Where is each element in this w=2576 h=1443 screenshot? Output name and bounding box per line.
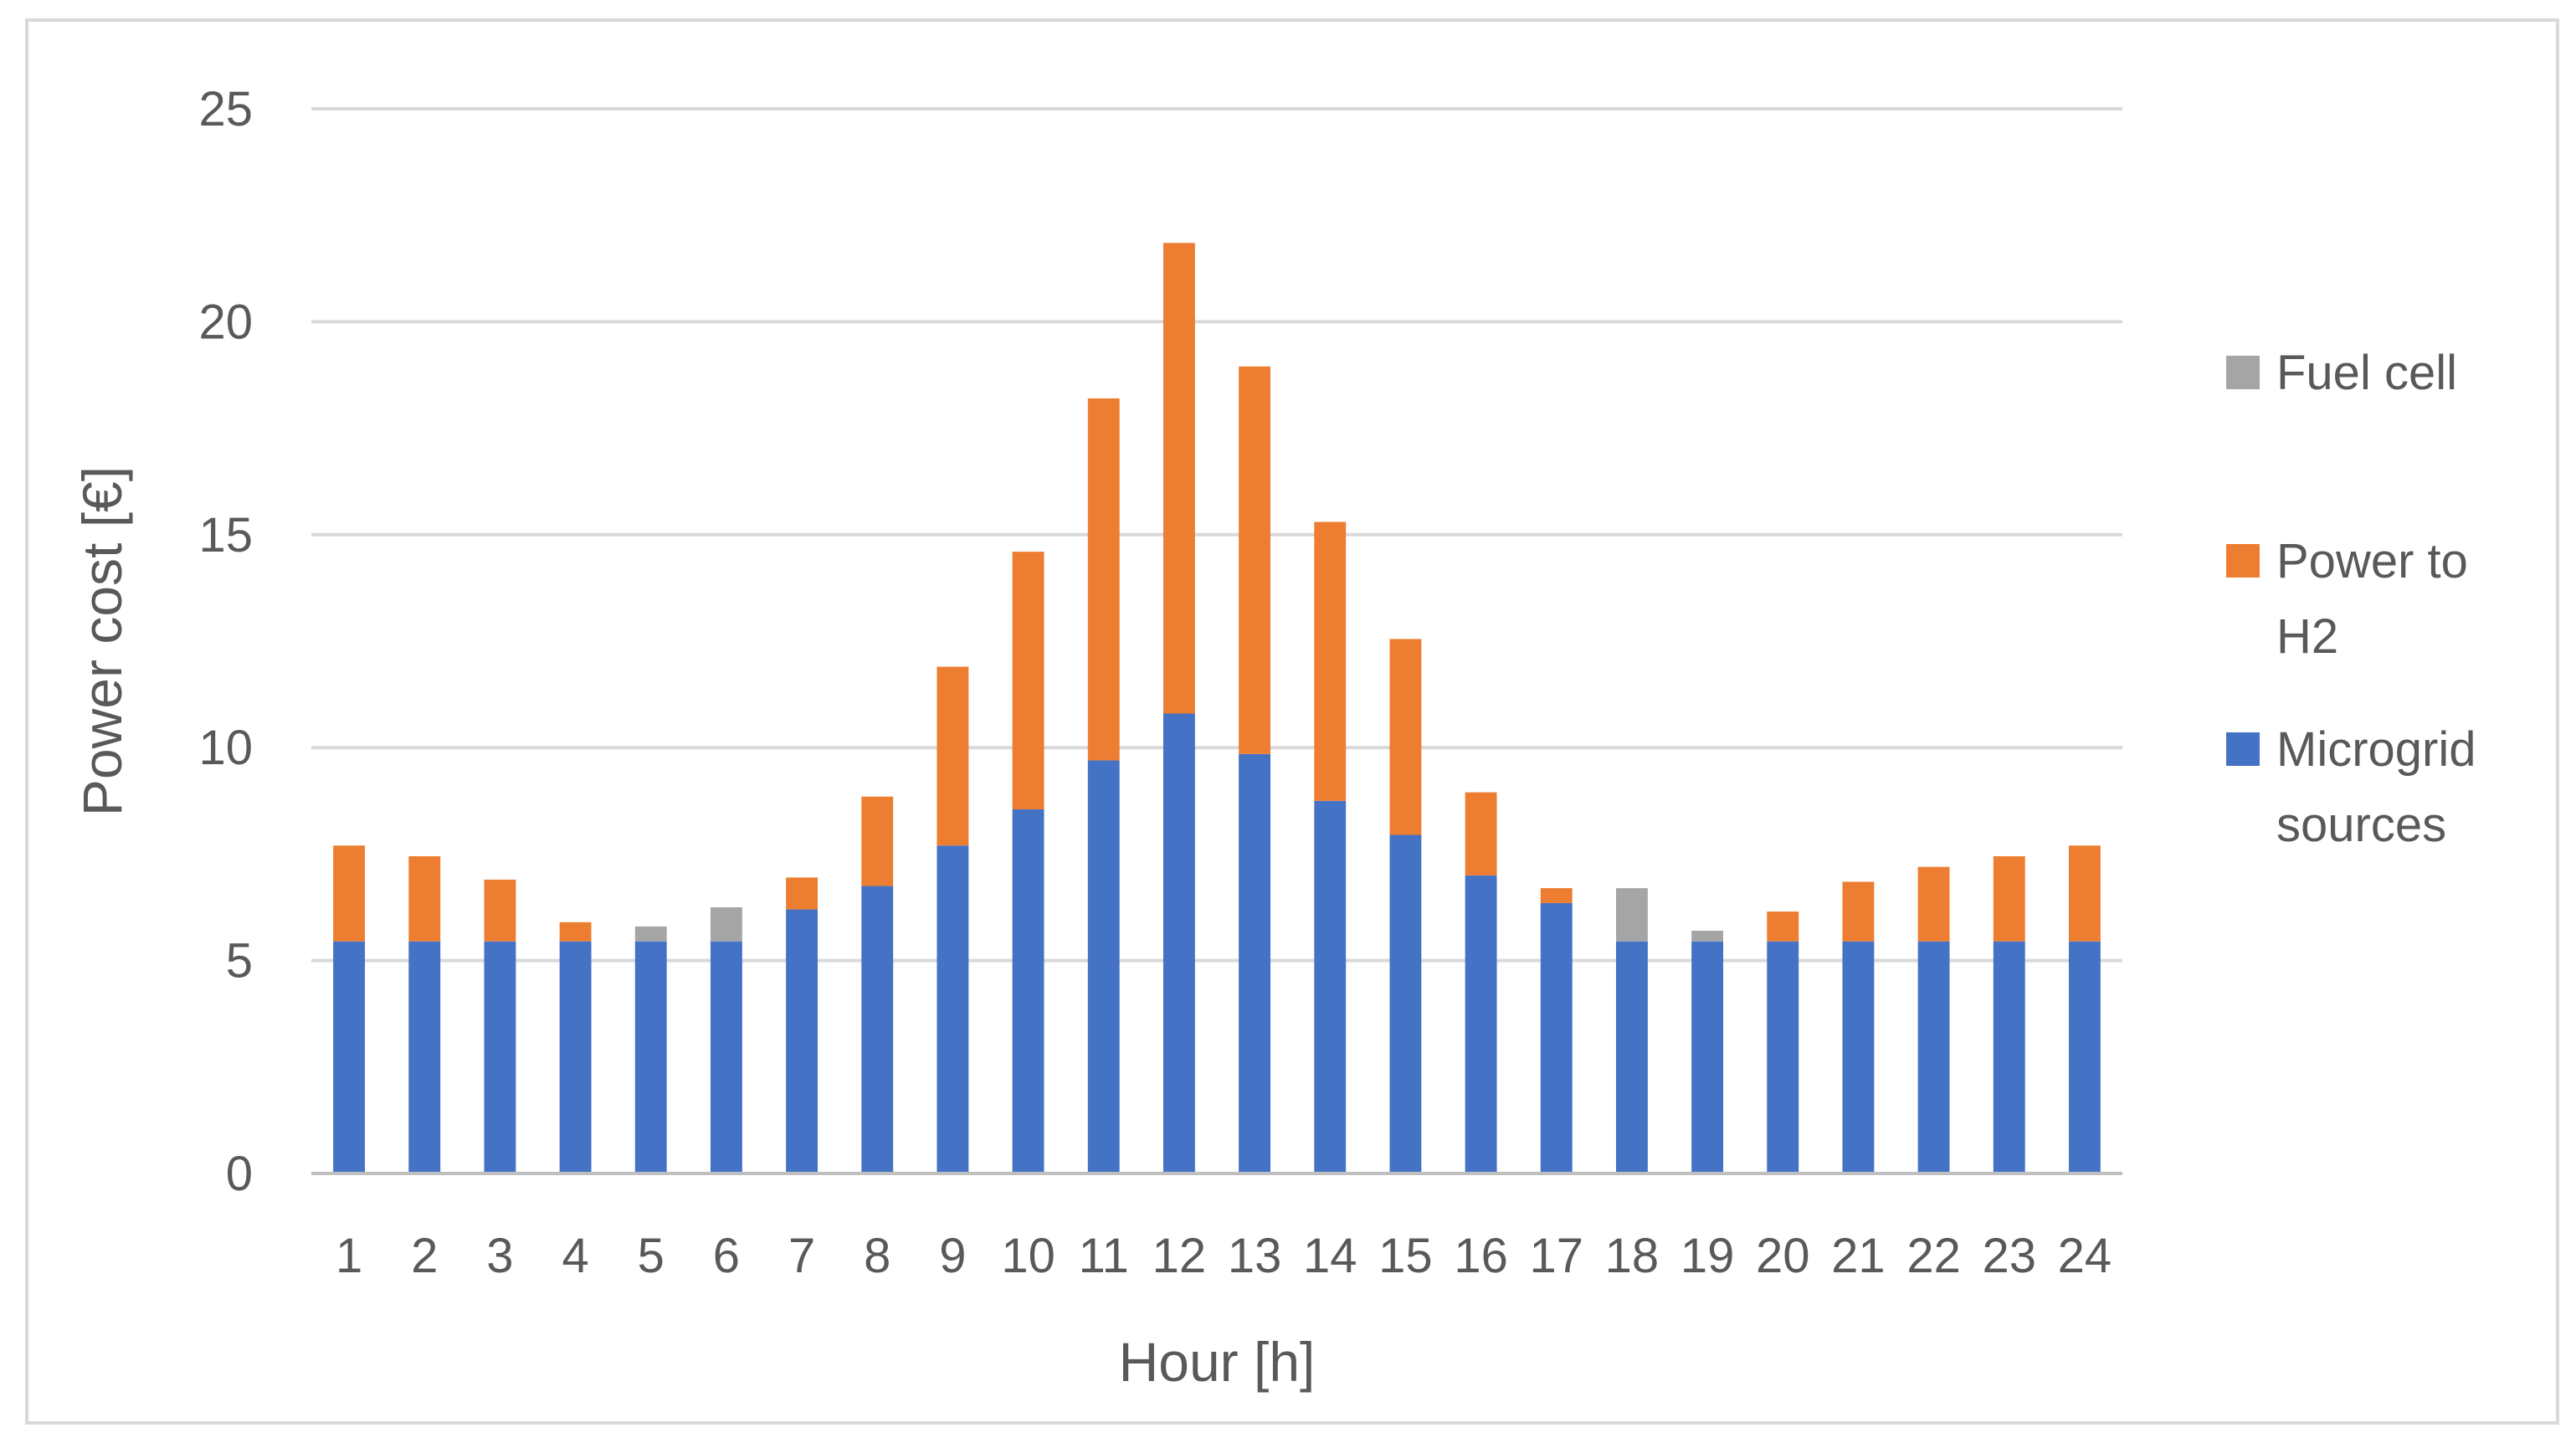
chart-border: [25, 18, 2559, 1425]
bar-segment-microgrid-sources-14: [1314, 800, 1347, 1173]
bar-segment-power-to-h2-12: [1162, 243, 1195, 714]
bar-segment-microgrid-sources-16: [1465, 875, 1497, 1173]
x-tick-label: 14: [1303, 1229, 1357, 1283]
bar-segment-power-to-h2-9: [936, 666, 969, 846]
bar-segment-power-to-h2-20: [1767, 912, 1799, 942]
bar-segment-fuel-cell-19: [1691, 930, 1724, 942]
bar-segment-microgrid-sources-18: [1615, 941, 1648, 1173]
legend-swatch-fuel-cell: [2226, 356, 2260, 389]
bar-segment-microgrid-sources-8: [861, 886, 894, 1173]
y-tick-label: 20: [198, 295, 253, 349]
x-tick-label: 13: [1228, 1229, 1282, 1283]
x-tick-label: 18: [1605, 1229, 1660, 1283]
y-tick-label: 5: [226, 934, 253, 989]
bar-segment-microgrid-sources-9: [936, 845, 969, 1173]
gridlines: [311, 107, 2122, 963]
bar-segment-microgrid-sources-22: [1917, 941, 1950, 1173]
x-tick-label: 21: [1831, 1229, 1886, 1283]
legend-label: sources: [2276, 798, 2446, 852]
bar-segment-microgrid-sources-21: [1842, 941, 1875, 1173]
bar-segment-microgrid-sources-10: [1012, 809, 1044, 1173]
x-axis-ticks: 1 2 3 4 5 6 7 8 9 10 11 12 13 14 15 16 17 18 19 20 21 22 23 24: [336, 1229, 2112, 1283]
bar-segment-power-to-h2-21: [1842, 881, 1875, 942]
x-tick-label: 4: [562, 1229, 588, 1283]
bar-segment-microgrid-sources-1: [333, 941, 366, 1173]
x-tick-label: 6: [713, 1229, 740, 1283]
bar-segment-microgrid-sources-12: [1162, 713, 1195, 1173]
legend-label: Fuel cell: [2276, 346, 2457, 400]
bar-segment-power-to-h2-4: [559, 922, 592, 942]
bar-segment-microgrid-sources-4: [559, 941, 592, 1173]
x-tick-label: 1: [336, 1229, 362, 1283]
bar-segment-microgrid-sources-24: [2068, 941, 2101, 1173]
x-tick-label: 2: [411, 1229, 438, 1283]
bar-segment-power-to-h2-1: [333, 845, 366, 942]
x-axis-title: Hour [h]: [1119, 1331, 1316, 1393]
x-tick-label: 19: [1681, 1229, 1735, 1283]
bar-segment-power-to-h2-3: [484, 879, 516, 942]
bar-segment-microgrid-sources-5: [634, 941, 667, 1173]
legend-label: H2: [2276, 609, 2338, 664]
x-tick-label: 17: [1529, 1229, 1583, 1283]
y-tick-label: 25: [198, 82, 253, 136]
bar-segment-fuel-cell-5: [634, 926, 667, 942]
bar-segment-microgrid-sources-20: [1767, 941, 1799, 1173]
bar-segment-microgrid-sources-11: [1087, 760, 1120, 1173]
bar-segment-fuel-cell-6: [710, 907, 742, 942]
bar-segment-power-to-h2-17: [1540, 888, 1573, 903]
y-axis-ticks: 0 5 10 15 20 25: [198, 82, 253, 1201]
bar-segment-power-to-h2-7: [786, 877, 818, 910]
x-tick-label: 11: [1079, 1229, 1129, 1283]
bar-segment-microgrid-sources-2: [408, 941, 441, 1173]
bar-segment-power-to-h2-15: [1389, 639, 1422, 835]
legend-label: Power to: [2276, 534, 2468, 588]
y-tick-label: 0: [226, 1147, 253, 1201]
x-tick-label: 3: [486, 1229, 513, 1283]
y-axis-title: Power cost [€]: [71, 466, 133, 816]
legend-swatch-microgrid-sources: [2226, 732, 2260, 766]
bar-segment-microgrid-sources-19: [1691, 941, 1724, 1173]
bar-segment-power-to-h2-14: [1314, 521, 1347, 801]
x-tick-label: 22: [1906, 1229, 1961, 1283]
legend: Fuel cell Power to H2 Microgrid sources: [2226, 346, 2476, 852]
bar-segment-power-to-h2-24: [2068, 845, 2101, 942]
bar-segment-fuel-cell-18: [1615, 888, 1648, 942]
bars: [311, 243, 2122, 1175]
x-tick-label: 10: [1001, 1229, 1055, 1283]
bar-segment-microgrid-sources-17: [1540, 902, 1573, 1173]
x-tick-label: 8: [864, 1229, 890, 1283]
bar-segment-power-to-h2-2: [408, 855, 441, 942]
x-tick-label: 12: [1152, 1229, 1207, 1283]
bar-segment-power-to-h2-8: [861, 796, 894, 886]
bar-segment-power-to-h2-10: [1012, 552, 1044, 809]
x-tick-label: 16: [1454, 1229, 1508, 1283]
x-tick-label: 24: [2058, 1229, 2112, 1283]
bar-segment-microgrid-sources-23: [1993, 941, 2025, 1173]
y-tick-label: 10: [198, 721, 253, 775]
bar-segment-microgrid-sources-6: [710, 941, 742, 1173]
bar-segment-power-to-h2-13: [1239, 366, 1271, 754]
bar-segment-microgrid-sources-13: [1239, 753, 1271, 1173]
bar-segment-power-to-h2-16: [1465, 792, 1497, 876]
x-tick-label: 5: [638, 1229, 665, 1283]
x-tick-label: 23: [1982, 1229, 2036, 1283]
y-tick-label: 15: [198, 508, 253, 562]
x-tick-label: 20: [1756, 1229, 1810, 1283]
bar-segment-microgrid-sources-15: [1389, 834, 1422, 1173]
bar-segment-power-to-h2-22: [1917, 866, 1950, 942]
x-tick-label: 15: [1378, 1229, 1433, 1283]
x-tick-label: 9: [939, 1229, 966, 1283]
bar-segment-microgrid-sources-7: [786, 909, 818, 1173]
legend-label: Microgrid: [2276, 722, 2476, 777]
bar-segment-power-to-h2-11: [1087, 398, 1120, 761]
bar-segment-microgrid-sources-3: [484, 941, 516, 1173]
bar-segment-power-to-h2-23: [1993, 855, 2025, 942]
x-tick-label: 7: [788, 1229, 815, 1283]
legend-swatch-power-to-h2: [2226, 544, 2260, 578]
